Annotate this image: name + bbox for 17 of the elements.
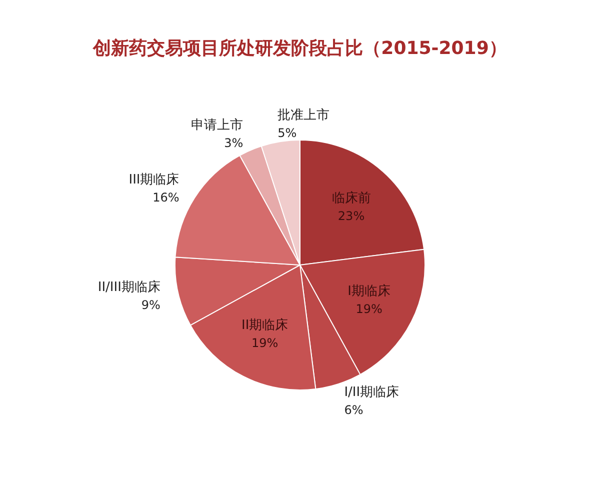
data-label: 6% (344, 403, 364, 417)
data-label: 19% (251, 336, 278, 350)
data-label: 9% (141, 298, 160, 312)
slice-label: I期临床 (348, 284, 390, 300)
slice-label: I/II期临床 (344, 385, 400, 400)
slice-label: 批准上市 (278, 108, 330, 123)
data-label: 19% (356, 302, 382, 316)
data-label: 23% (338, 208, 365, 223)
slice-label: II/III期临床 (98, 280, 160, 296)
slice-label: 申请上市 (191, 118, 244, 133)
data-label: 16% (152, 190, 180, 204)
slice-label: III期临床 (128, 172, 180, 188)
slice-label: 临床前 (332, 190, 371, 206)
slice-label: II期临床 (241, 318, 288, 334)
chart-title: 创新药交易项目所处研发阶段占比（2015-2019） (92, 38, 507, 59)
data-label: 3% (224, 136, 244, 150)
data-label: 5% (278, 126, 297, 140)
